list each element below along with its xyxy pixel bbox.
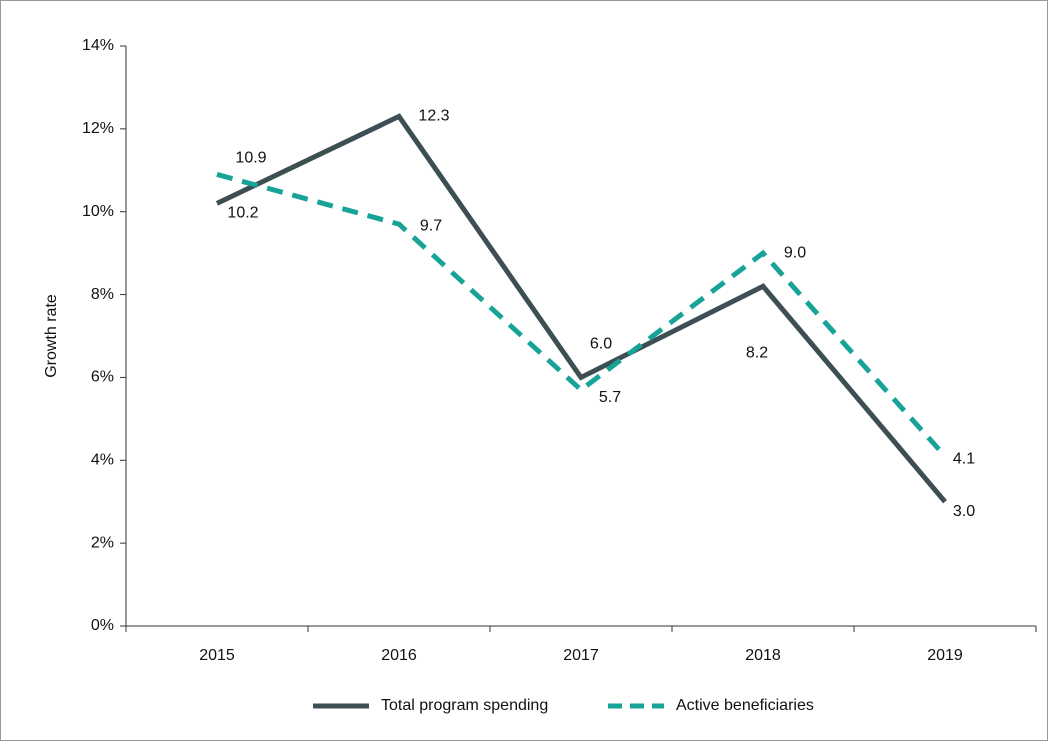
y-tick-label: 2% (91, 534, 114, 551)
series-line (215, 113, 947, 504)
data-label: 3.0 (953, 503, 975, 520)
x-tick-label: 2017 (563, 647, 599, 664)
y-axis-label: Growth rate (43, 294, 60, 378)
x-tick-label: 2016 (381, 647, 417, 664)
legend-label: Active beneficiaries (676, 697, 814, 714)
data-label: 12.3 (418, 108, 449, 125)
y-tick-label: 12% (82, 120, 114, 137)
x-tick-label: 2018 (745, 647, 781, 664)
y-tick-label: 4% (91, 452, 114, 469)
data-label: 10.2 (227, 205, 258, 222)
data-label: 9.0 (784, 244, 806, 261)
data-label: 9.7 (420, 217, 442, 234)
x-tick-label: 2015 (199, 647, 235, 664)
y-tick-label: 6% (91, 369, 114, 386)
data-label: 8.2 (746, 345, 768, 362)
data-label: 5.7 (599, 389, 621, 406)
y-tick-label: 8% (91, 286, 114, 303)
x-tick-label: 2019 (927, 647, 963, 664)
data-label: 4.1 (953, 450, 975, 467)
y-tick-label: 0% (91, 617, 114, 634)
y-tick-label: 10% (82, 203, 114, 220)
data-label: 6.0 (590, 336, 612, 353)
legend-label: Total program spending (381, 697, 548, 714)
data-label: 10.9 (235, 150, 266, 167)
y-tick-label: 14% (82, 37, 114, 54)
